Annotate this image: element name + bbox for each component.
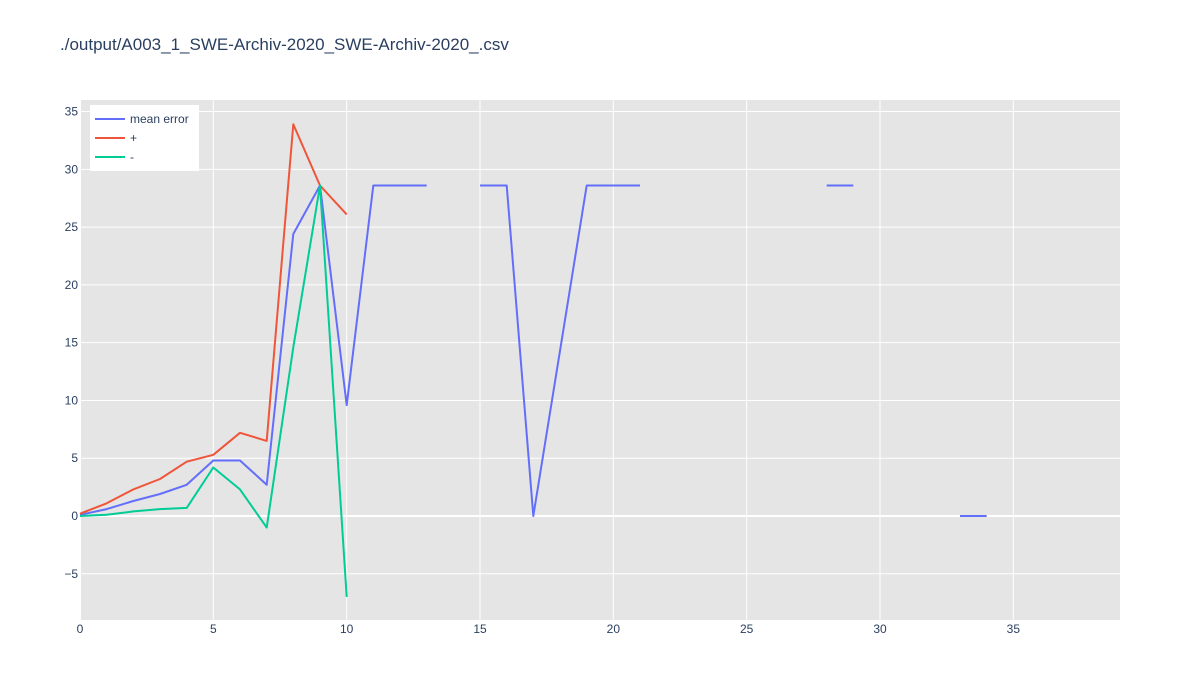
legend-label[interactable]: +	[130, 131, 137, 145]
y-tick-label: 15	[65, 336, 79, 350]
series-line-2	[79, 123, 348, 515]
x-tick-label: 30	[873, 622, 887, 636]
series-line-1	[79, 184, 987, 517]
x-tick-label: 25	[740, 622, 754, 636]
x-tick-label: 10	[340, 622, 354, 636]
y-tick-label: 35	[65, 105, 79, 119]
y-tick-label: 5	[71, 451, 78, 465]
y-tick-label: 20	[65, 278, 79, 292]
series-lines	[79, 123, 987, 597]
y-tick-label: 30	[65, 162, 79, 176]
x-tick-label: 20	[607, 622, 621, 636]
y-tick-label: −5	[64, 567, 78, 581]
series-line-3	[79, 184, 348, 597]
plot-area	[80, 100, 1120, 620]
legend-label[interactable]: mean error	[130, 112, 189, 126]
chart-title: ./output/A003_1_SWE-Archiv-2020_SWE-Arch…	[60, 35, 509, 54]
grid-lines	[79, 100, 1120, 620]
y-tick-label: 10	[65, 393, 79, 407]
legend[interactable]: mean error + -	[90, 105, 199, 171]
x-tick-label: 35	[1007, 622, 1021, 636]
y-tick-label: 0	[71, 509, 78, 523]
x-tick-label: 15	[473, 622, 487, 636]
axis-ticks: 0 5 10 15 20 25 30 35 −5 0 5 10 15 20 25 30 35	[64, 105, 1020, 636]
x-tick-label: 0	[77, 622, 84, 636]
x-tick-label: 5	[210, 622, 217, 636]
legend-label[interactable]: -	[130, 150, 134, 164]
y-tick-label: 25	[65, 220, 79, 234]
